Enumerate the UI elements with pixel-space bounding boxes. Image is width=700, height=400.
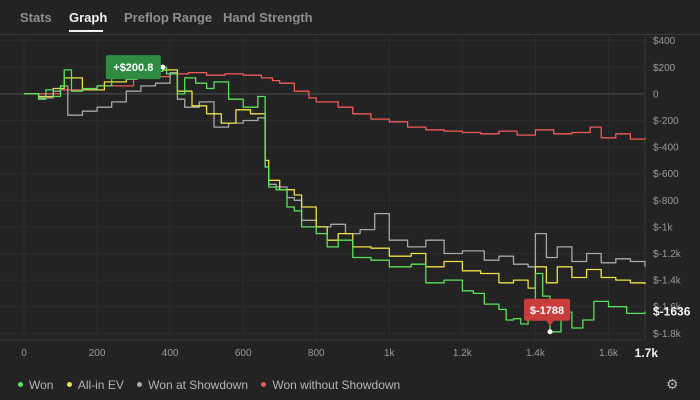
legend-dot bbox=[137, 382, 143, 388]
series-line-won-without-showdown bbox=[24, 71, 646, 140]
tab-hand-strength[interactable]: Hand Strength bbox=[223, 10, 313, 25]
x-axis-labels: 0 200 400 600 800 1k 1.2k 1.4k 1.6k 1.7k bbox=[21, 346, 658, 360]
legend-item-won-at-showdown[interactable]: Won at Showdown bbox=[137, 378, 248, 392]
legend-dot bbox=[18, 382, 23, 388]
end-value-label: $-1636 bbox=[653, 305, 691, 319]
y-tick-label: $-400 bbox=[653, 143, 679, 154]
tab-stats[interactable]: Stats bbox=[20, 10, 52, 25]
chart-grid bbox=[0, 34, 646, 341]
legend-item-won-without-showdown[interactable]: Won without Showdown bbox=[261, 378, 400, 392]
chart-series bbox=[24, 66, 646, 333]
y-tick-label: $-200 bbox=[653, 116, 679, 127]
x-tick-label: 1.2k bbox=[453, 348, 473, 359]
peak-label-box bbox=[105, 55, 161, 80]
low-label-box bbox=[524, 298, 571, 321]
legend-dot bbox=[261, 382, 267, 388]
low-label-pointer bbox=[546, 320, 555, 326]
x-max-label: 1.7k bbox=[635, 346, 659, 360]
tab-bar: Stats Graph Preflop Range Hand Strength bbox=[0, 0, 700, 35]
x-tick-label: 400 bbox=[162, 348, 179, 359]
y-tick-label: $400 bbox=[653, 36, 676, 47]
x-tick-label: 0 bbox=[21, 348, 27, 359]
y-tick-label: $-1k bbox=[653, 222, 673, 233]
x-tick-label: 1.4k bbox=[526, 348, 546, 359]
legend-label: Won at Showdown bbox=[148, 378, 249, 392]
x-tick-label: 1k bbox=[384, 348, 396, 359]
x-tick-label: 600 bbox=[235, 348, 252, 359]
graph-chart: $400 $200 0 $-200 $-400 $-600 $-800 $-1k $-1.2k $… bbox=[0, 34, 691, 360]
y-tick-label: $200 bbox=[653, 63, 676, 74]
x-tick-label: 200 bbox=[89, 348, 106, 359]
series-line-won bbox=[24, 66, 646, 333]
peak-point bbox=[160, 64, 166, 70]
legend-label: Won without Showdown bbox=[272, 378, 401, 392]
x-tick-label: 800 bbox=[308, 348, 325, 359]
y-tick-label: $-600 bbox=[653, 169, 679, 180]
y-axis-labels: $400 $200 0 $-200 $-400 $-600 $-800 $-1k $-1.2k $… bbox=[653, 36, 682, 340]
legend-dot bbox=[66, 382, 72, 388]
series-line-all-in-ev bbox=[24, 69, 646, 289]
legend-item-won[interactable]: Won bbox=[18, 378, 53, 392]
tab-graph[interactable]: Graph bbox=[69, 10, 108, 25]
legend-label: All-in EV bbox=[77, 378, 124, 392]
low-label: $-1788 bbox=[530, 305, 564, 317]
x-tick-label: 1.6k bbox=[599, 348, 619, 359]
peak-label: +$200.8 bbox=[113, 62, 153, 74]
chart-annotations: +$200.8 $-1788 $-1636 bbox=[105, 55, 691, 335]
y-tick-label: $-1.8k bbox=[653, 329, 682, 340]
y-tick-label: $-800 bbox=[653, 196, 679, 207]
y-tick-label: $-1.2k bbox=[653, 249, 682, 260]
tab-preflop-range[interactable]: Preflop Range bbox=[124, 10, 213, 25]
chart-legend: Won All-in EV Won at Showdown Won withou… bbox=[18, 378, 410, 392]
legend-label: Won bbox=[29, 378, 54, 392]
y-tick-label: 0 bbox=[653, 89, 659, 100]
tab-active-underline bbox=[69, 30, 103, 32]
gear-icon[interactable]: ⚙ bbox=[666, 376, 679, 392]
low-point bbox=[547, 329, 553, 335]
y-tick-label: $-1.6k bbox=[653, 302, 682, 313]
y-tick-label: $-1.4k bbox=[653, 276, 682, 287]
legend-item-all-in-ev[interactable]: All-in EV bbox=[66, 378, 124, 392]
